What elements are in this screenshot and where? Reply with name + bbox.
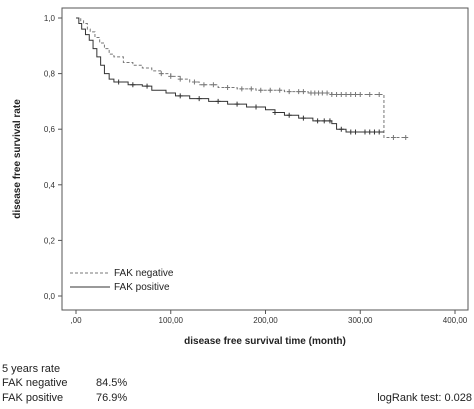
censor-mark-fak-positive [300,115,306,121]
censor-mark-fak-positive [362,129,368,135]
censor-mark-fak-negative [258,87,264,93]
x-tick-label: 400,00 [443,316,468,325]
censor-mark-fak-negative [201,82,207,88]
x-tick-label: 200,00 [253,316,278,325]
stats-row-fak-negative-value: 84.5% [96,377,128,389]
censor-mark-fak-positive [130,82,136,88]
censor-mark-fak-negative [324,90,330,96]
censor-mark-fak-negative [338,91,344,97]
censor-mark-fak-positive [215,98,221,104]
censor-mark-fak-negative [296,89,302,95]
censor-mark-fak-positive [286,112,292,118]
stats-row-fak-negative-label: FAK negative [2,377,68,389]
censor-mark-fak-positive [371,129,377,135]
censor-mark-fak-positive [196,96,202,102]
censor-mark-fak-positive [144,83,150,89]
y-tick-label: 0,0 [44,292,56,301]
censor-mark-fak-negative [210,82,216,88]
censor-mark-fak-negative [403,135,409,141]
censor-mark-fak-negative [329,91,335,97]
censor-mark-fak-positive [367,129,373,135]
censor-mark-fak-negative [248,86,254,92]
stats-row-fak-positive-value: 76.9% [96,392,128,404]
y-tick-label: 1,0 [44,14,56,23]
logrank-test: logRank test: 0.028 [377,392,472,404]
survival-chart: 0,0 0,2 0,4 0,6 0,8 1,0 ,00 100,00 200,00 300,00… [12,7,469,347]
x-axis: ,00 100,00 200,00 300,00 400,00 [70,310,468,325]
censor-mark-fak-negative [267,87,273,93]
censor-mark-fak-positive [348,129,354,135]
censor-mark-fak-positive [338,126,344,132]
series-line-fak-positive [76,17,384,133]
censor-mark-fak-negative [367,91,373,97]
censor-mark-fak-negative [168,73,174,79]
legend-label-fak-negative: FAK negative [114,268,174,279]
plot-area-frame [61,7,469,311]
stats-row-fak-positive-label: FAK positive [2,392,64,404]
censor-mark-fak-positive [315,118,321,124]
x-tick-label: 100,00 [159,316,184,325]
censor-mark-fak-negative [376,91,382,97]
y-axis-title: disease free survival rate [12,99,23,219]
legend-label-fak-positive: FAK positive [114,282,170,293]
censor-mark-fak-positive [327,118,333,124]
y-tick-label: 0,2 [44,236,56,245]
censor-mark-fak-negative [357,91,363,97]
censor-mark-fak-negative [353,91,359,97]
y-tick-label: 0,8 [44,70,56,79]
x-axis-title: disease free survival time (month) [184,336,346,347]
censor-mark-fak-positive [376,129,382,135]
censor-mark-fak-positive [177,93,183,99]
y-axis: 0,0 0,2 0,4 0,6 0,8 1,0 [44,14,62,301]
series-line-fak-negative [76,17,408,139]
censor-mark-fak-negative [225,85,231,90]
censor-mark-fak-negative [158,71,164,77]
censor-mark-fak-negative [319,90,325,96]
censor-mark-fak-negative [390,135,396,141]
censor-mark-fak-negative [300,89,306,95]
legend: FAK negative FAK positive [70,268,174,293]
censor-mark-fak-negative [348,91,354,97]
y-tick-label: 0,6 [44,125,56,134]
censor-mark-fak-positive [253,104,259,110]
x-tick-label: 300,00 [348,316,373,325]
censor-mark-fak-negative [343,91,349,97]
censor-mark-fak-positive [321,118,327,124]
censor-mark-fak-negative [286,89,292,95]
censor-mark-fak-positive [272,110,278,116]
censor-mark-fak-negative [177,76,183,82]
censor-mark-fak-positive [116,79,122,85]
y-tick-label: 0,4 [44,181,56,190]
censor-mark-fak-negative [191,79,197,85]
five-year-rate-heading: 5 years rate [2,363,61,375]
censor-mark-fak-positive [234,101,240,107]
censor-mark-fak-negative [277,87,283,93]
censor-mark-fak-positive [353,129,359,135]
censor-mark-fak-negative [239,86,245,92]
series-layer [76,17,409,141]
x-tick-label: ,00 [70,316,82,325]
censor-mark-fak-negative [334,91,340,97]
